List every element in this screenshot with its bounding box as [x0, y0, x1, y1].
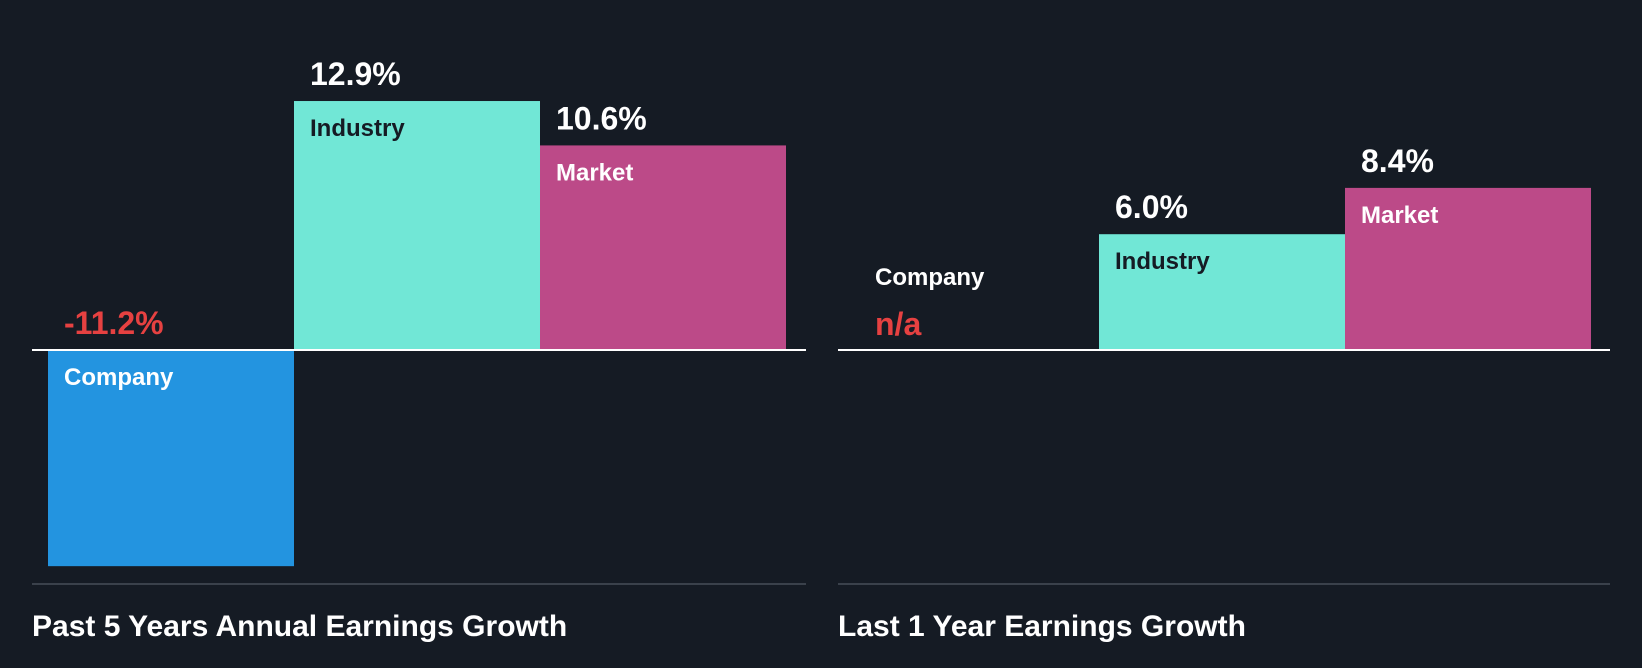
value-label-company: n/a — [875, 306, 921, 342]
bar-label-company: Company — [875, 264, 985, 291]
bar-market — [540, 145, 786, 350]
bar-industry — [294, 101, 540, 350]
chart-title: Last 1 Year Earnings Growth — [838, 610, 1246, 643]
chart-title: Past 5 Years Annual Earnings Growth — [32, 610, 567, 643]
bar-label-market: Market — [556, 159, 633, 186]
bar-market — [1345, 187, 1591, 350]
bar-label-company: Company — [64, 364, 174, 391]
value-label-market: 10.6% — [556, 100, 647, 136]
value-label-company: -11.2% — [64, 305, 164, 341]
bar-industry — [1099, 234, 1345, 350]
bar-label-industry: Industry — [1115, 248, 1210, 275]
value-label-industry: 12.9% — [310, 56, 401, 92]
value-label-market: 8.4% — [1361, 143, 1434, 179]
value-label-industry: 6.0% — [1115, 189, 1188, 225]
bar-label-industry: Industry — [310, 115, 405, 142]
bar-company — [48, 350, 294, 567]
bar-label-market: Market — [1361, 202, 1438, 229]
